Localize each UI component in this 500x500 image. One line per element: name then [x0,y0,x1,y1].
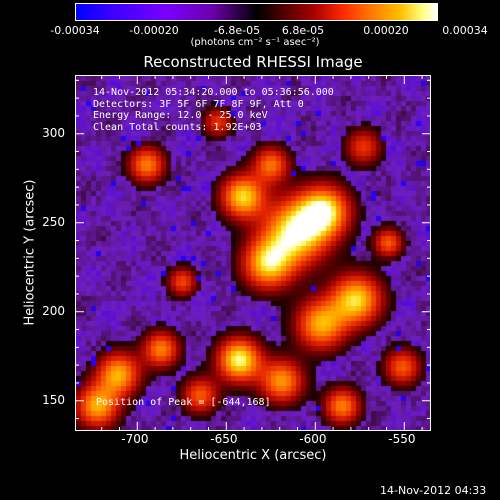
info-line-0: 14-Nov-2012 05:34:20.000 to 05:36:56.000 [93,87,334,98]
y-axis-ticks [75,79,431,420]
y-tick-label: 250 [42,214,65,229]
peak-position-label: Position of Peak = [-644,168] [96,397,271,408]
footer-timestamp: 14-Nov-2012 04:33 [380,484,487,497]
colorbar [75,3,438,21]
x-tick-label: -700 [121,432,149,446]
x-tick-label: -600 [299,432,327,446]
colorbar-tick-0: -0.00034 [50,24,100,37]
info-line-1: Detectors: 3F 5F 6F 7F 8F 9F, Att 0 [93,98,304,110]
y-tick-label: 300 [42,125,65,140]
heatmap-canvas [76,76,430,430]
x-tick-label: -550 [388,432,416,446]
info-block: 14-Nov-2012 05:34:20.000 to 05:36:56.000… [93,87,334,133]
x-axis-ticks [101,75,423,431]
y-tick-label: 200 [42,303,65,318]
colorbar-unit-label: (photons cm⁻² s⁻¹ asec⁻²) [190,37,320,48]
info-line-2: Energy Range: 12.0 - 25.0 keV [93,110,268,121]
info-line-3: Clean Total counts: 1.92E+03 [93,121,262,133]
colorbar-tick-2: -6.8e-05 [213,24,261,37]
colorbar-tick-4: 0.00020 [363,24,409,37]
y-axis-label: Heliocentric Y (arcsec) [22,179,38,326]
plot-title: Reconstructed RHESSI Image [143,53,363,71]
colorbar-tick-1: -0.00020 [129,24,179,37]
x-tick-label: -650 [210,432,238,446]
colorbar-tick-3: 6.8e-05 [281,24,325,37]
y-tick-label: 150 [42,392,65,407]
x-axis-label: Heliocentric X (arcsec) [179,448,327,463]
colorbar-tick-5: 0.00034 [442,24,488,37]
rhessi-image: 14-Nov-2012 05:34:20.000 to 05:36:56.000… [75,75,431,431]
